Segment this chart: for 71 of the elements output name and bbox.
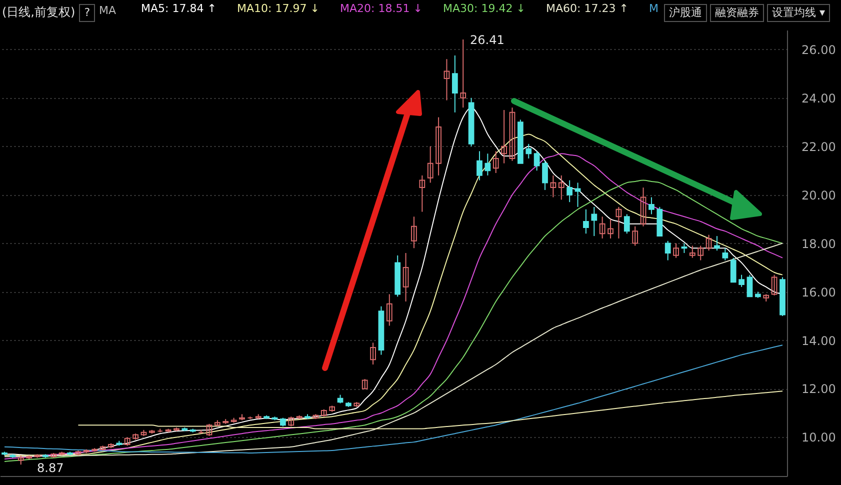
candlestick <box>624 214 630 234</box>
y-tick-label: 12.00 <box>802 382 836 396</box>
candlestick <box>492 150 499 174</box>
candlestick <box>550 174 556 198</box>
candlestick <box>288 416 294 427</box>
y-tick-label: 22.00 <box>802 140 836 154</box>
candlestick <box>566 180 573 203</box>
line-series <box>4 344 783 454</box>
text: MA5: 17.84 ↑ <box>141 2 216 15</box>
line-series <box>78 390 783 430</box>
candlestick <box>632 226 638 246</box>
candlestick <box>509 107 516 162</box>
y-tick-label: 10.00 <box>802 430 836 445</box>
candlestick <box>436 116 442 176</box>
candlestick <box>501 109 507 164</box>
text: MA20: 18.51 ↓ <box>340 2 422 15</box>
candlestick <box>362 378 368 390</box>
candlestick <box>534 150 540 172</box>
candlestick <box>640 187 646 227</box>
candlestick <box>583 208 589 234</box>
text: MA60: 17.23 ↑ <box>546 2 628 15</box>
text: ? <box>79 4 96 22</box>
candlestick <box>664 240 671 261</box>
candlestick <box>648 196 654 215</box>
candlestick <box>689 245 696 258</box>
candlestick <box>722 248 728 261</box>
candlestick <box>771 274 778 296</box>
candlestick <box>206 423 212 437</box>
text: M <box>649 2 658 15</box>
y-tick-label: 14.00 <box>802 334 836 348</box>
candlestick <box>558 174 564 200</box>
candlestick <box>460 38 466 108</box>
candlestick <box>608 218 614 239</box>
text: MA30: 19.42 ↓ <box>443 2 526 15</box>
y-tick-label: 20.00 <box>802 188 836 202</box>
candlestick <box>370 342 376 365</box>
candlestick <box>542 160 548 190</box>
candlestick <box>402 252 409 302</box>
text: 融资融券 <box>710 4 764 22</box>
candlestick <box>714 236 720 252</box>
candlestick <box>526 143 532 159</box>
candlestick <box>18 454 24 466</box>
candlestick <box>738 274 744 288</box>
candlestick <box>681 242 688 254</box>
candlestick <box>591 206 598 237</box>
candlestick <box>706 234 712 252</box>
text: MA10: 17.97 ↓ <box>237 2 320 15</box>
candlestick <box>476 150 482 181</box>
candlestick <box>386 294 392 326</box>
candlestick <box>730 257 736 283</box>
y-tick-label: 26.00 <box>802 42 836 57</box>
candlestick <box>484 153 491 176</box>
annotation: 8.87 <box>36 461 65 475</box>
text: 设置均线 ▾ <box>767 4 830 22</box>
candlestick <box>746 274 753 298</box>
candlestick <box>673 242 679 258</box>
y-tick-label: 24.00 <box>802 91 836 106</box>
candlestick <box>444 58 450 101</box>
candlestick <box>411 216 417 249</box>
y-tick-label: 16.00 <box>802 285 836 300</box>
text: 沪股通 <box>664 4 707 22</box>
annotation: 26.41 <box>469 33 506 47</box>
candlestick <box>427 146 434 184</box>
y-tick-label: 18.00 <box>802 236 836 251</box>
text: MA <box>99 4 116 19</box>
candlestick <box>616 206 622 239</box>
chart-title: (日线,前复权) <box>2 4 76 21</box>
candlestick <box>698 245 704 261</box>
candlestick <box>452 54 458 113</box>
candlestick <box>419 174 426 212</box>
candlestick <box>599 216 606 239</box>
